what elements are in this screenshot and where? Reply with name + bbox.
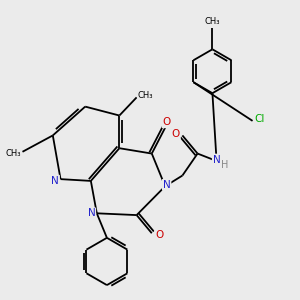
Text: O: O — [172, 129, 180, 139]
Text: Cl: Cl — [254, 114, 264, 124]
Text: O: O — [155, 230, 163, 240]
Text: O: O — [163, 117, 171, 128]
Text: CH₃: CH₃ — [205, 17, 220, 26]
Text: H: H — [221, 160, 229, 170]
Text: CH₃: CH₃ — [138, 92, 153, 100]
Text: N: N — [51, 176, 59, 186]
Text: N: N — [163, 180, 170, 190]
Text: CH₃: CH₃ — [5, 149, 21, 158]
Text: N: N — [213, 154, 220, 164]
Text: N: N — [88, 208, 95, 218]
